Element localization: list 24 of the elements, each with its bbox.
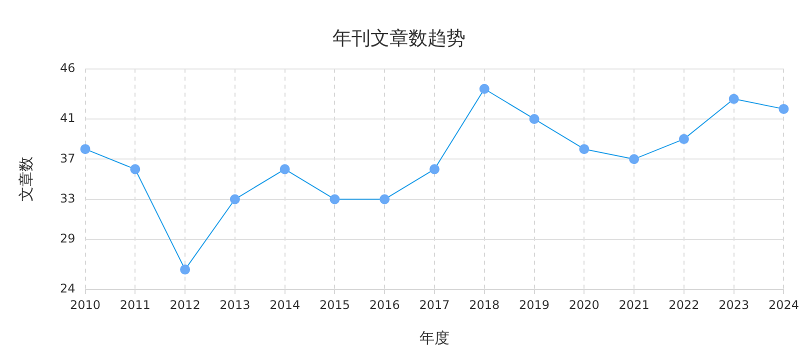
x-tick-label: 2010 [70,298,101,312]
x-tick-label: 2019 [519,298,550,312]
x-tick-label: 2014 [270,298,300,312]
x-tick-label: 2023 [718,298,750,312]
x-tick-label: 2013 [220,298,250,312]
x-tick-label: 2015 [319,298,350,312]
x-tick-label: 2022 [668,298,700,312]
x-tick-label: 2012 [170,298,200,312]
x-tick-label: 2020 [568,298,600,312]
x-tick-label: 2011 [120,298,150,312]
y-tick-label: 24 [60,282,76,296]
x-tick-label: 2018 [469,298,500,312]
x-tick-label: 2021 [618,298,650,312]
y-tick-label: 46 [60,60,76,75]
x-axis-title: 年度 [420,328,450,347]
y-axis-title: 文章数 [16,156,35,202]
x-tick-label: 2017 [419,298,450,312]
y-tick-label: 33 [60,191,76,206]
y-tick-label: 37 [60,151,76,166]
y-tick-label: 29 [60,232,76,246]
chart-title: 年刊文章数趋势 [332,27,466,50]
y-tick-label: 41 [60,111,76,126]
x-tick-label: 2024 [768,298,800,312]
x-tick-label: 2016 [369,298,400,312]
